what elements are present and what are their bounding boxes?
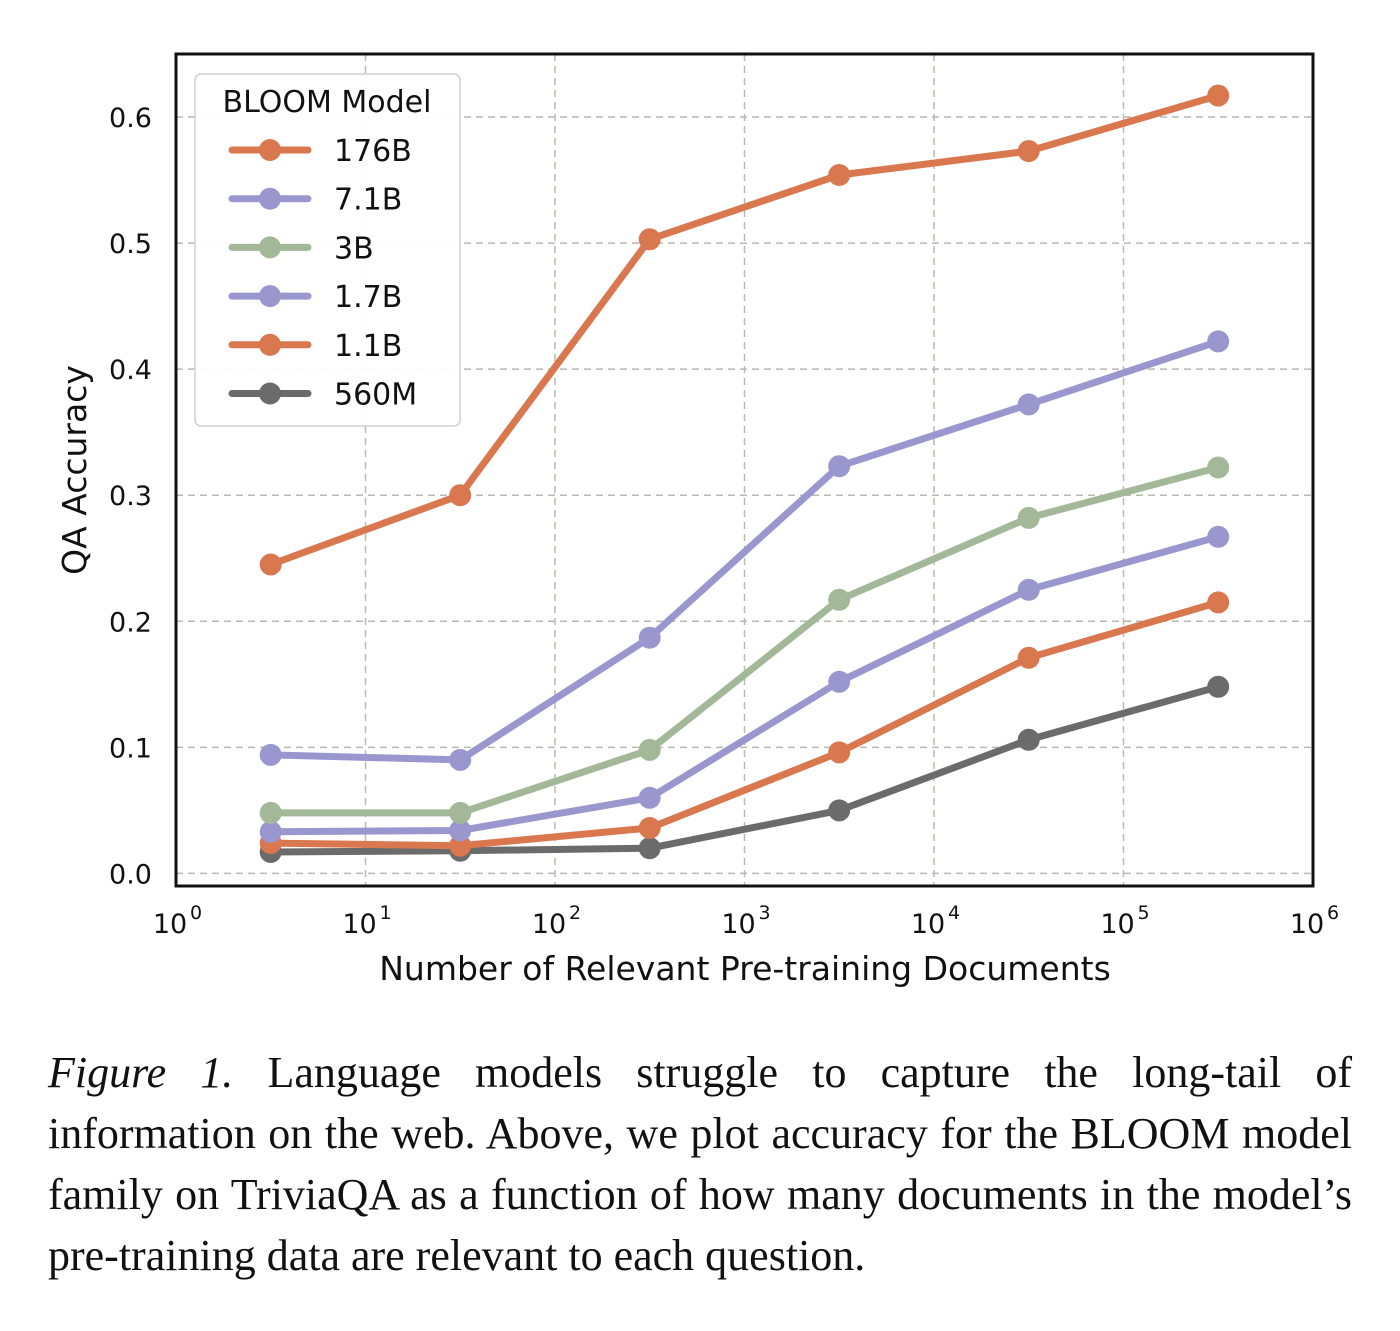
legend-marker: [259, 382, 281, 405]
data-point: [638, 786, 661, 809]
data-point: [259, 743, 282, 766]
data-point: [259, 820, 282, 843]
series-3B: [259, 456, 1230, 824]
data-point: [1017, 140, 1040, 163]
series-7.1B: [259, 330, 1230, 771]
x-axis-label: Number of Relevant Pre-training Document…: [379, 949, 1111, 988]
data-point: [1207, 675, 1230, 698]
data-point: [828, 741, 851, 764]
series-176B: [259, 84, 1230, 576]
legend-marker: [259, 333, 281, 356]
data-point: [259, 801, 282, 824]
x-tick-label: 10: [1100, 909, 1134, 940]
y-tick-label: 0.1: [109, 733, 152, 764]
series-line: [267, 598, 1222, 850]
data-point: [1017, 646, 1040, 669]
data-point: [1017, 393, 1040, 416]
data-point: [1207, 330, 1230, 353]
y-axis-ticks: 0.0 0.1 0.2 0.3 0.4 0.5 0.6: [109, 103, 152, 890]
legend-box: [194, 73, 461, 427]
x-tick-exponent: 0: [190, 902, 202, 924]
legend-title: BLOOM Model: [223, 85, 432, 120]
y-tick-label: 0.2: [109, 607, 152, 638]
x-tick-exponent: 6: [1327, 902, 1339, 924]
legend: BLOOM Model 176B 7.1B 3B 1.7B 1.1B 560M: [194, 73, 461, 427]
series-line: [267, 464, 1222, 817]
data-point: [449, 484, 472, 507]
legend-marker: [259, 187, 281, 210]
data-point: [638, 228, 661, 251]
legend-label: 560M: [334, 378, 417, 413]
chart: 10 0 10 1 10 2 10 3 10 4 10 5 10 6 0.00.10.20.30.40.5…: [55, 52, 1339, 988]
data-point: [259, 553, 282, 576]
data-point: [1207, 525, 1230, 548]
data-point: [638, 738, 661, 761]
y-tick-label: 0.6: [109, 103, 152, 134]
legend-marker: [259, 285, 281, 308]
x-tick-label: 10: [721, 909, 755, 940]
data-point: [1017, 578, 1040, 601]
data-point: [449, 801, 472, 824]
legend-entry-7.1B: 7.1B: [228, 183, 402, 218]
data-point: [638, 817, 661, 839]
data-point: [449, 834, 472, 857]
legend-entry-560M: 560M: [228, 378, 417, 413]
plot-frame: [174, 52, 1315, 888]
x-tick-exponent: 5: [1138, 902, 1150, 924]
legend-entry-1.1B: 1.1B: [228, 329, 402, 364]
data-point: [828, 164, 851, 186]
x-tick-label: 10: [911, 909, 945, 940]
legend-label: 7.1B: [334, 183, 402, 218]
series-layer: [259, 84, 1230, 863]
data-point: [449, 748, 472, 771]
data-point: [1017, 506, 1040, 529]
legend-entry-3B: 3B: [228, 231, 374, 266]
data-point: [828, 670, 851, 693]
series-line: [267, 337, 1222, 764]
legend-label: 1.7B: [334, 280, 402, 315]
data-point: [828, 799, 851, 822]
x-tick-label: 10: [153, 909, 187, 940]
y-tick-label: 0.4: [109, 355, 152, 386]
x-tick-exponent: 4: [948, 902, 960, 924]
x-tick-exponent: 2: [569, 902, 581, 924]
x-tick-exponent: 1: [380, 902, 392, 924]
y-tick-label: 0.3: [109, 481, 152, 512]
data-point: [828, 455, 851, 478]
y-axis-label: QA Accuracy: [55, 365, 94, 575]
data-point: [1017, 728, 1040, 751]
legend-label: 176B: [334, 134, 412, 169]
figure-caption: Figure 1. Language models struggle to ca…: [48, 1042, 1352, 1286]
legend-marker: [259, 139, 281, 161]
series-line: [267, 533, 1222, 836]
series-1.7B: [259, 525, 1230, 843]
legend-marker: [259, 236, 281, 259]
y-tick-label: 0.5: [109, 229, 152, 260]
x-tick-exponent: 3: [759, 902, 771, 924]
data-point: [638, 626, 661, 649]
data-point: [1207, 591, 1230, 614]
series-line: [267, 92, 1222, 568]
y-tick-label: 0.0: [109, 859, 152, 890]
legend-label: 3B: [334, 231, 374, 266]
data-point: [1207, 456, 1230, 479]
data-point: [638, 837, 661, 860]
x-tick-label: 10: [532, 909, 566, 940]
data-point: [449, 819, 472, 842]
series-line: [267, 683, 1222, 856]
caption-text: Language models struggle to capture the …: [48, 1048, 1353, 1280]
x-axis-ticks: 10 0 10 1 10 2 10 3 10 4 10 5 10 6: [153, 902, 1339, 940]
x-tick-label: 10: [1290, 909, 1324, 940]
data-point: [828, 588, 851, 611]
x-tick-label: 10: [342, 909, 376, 940]
caption-lead: Figure 1.: [48, 1048, 234, 1097]
legend-entry-1.7B: 1.7B: [228, 280, 402, 315]
data-point: [1207, 84, 1230, 107]
legend-label: 1.1B: [334, 329, 402, 364]
legend-entry-176B: 176B: [228, 134, 412, 169]
